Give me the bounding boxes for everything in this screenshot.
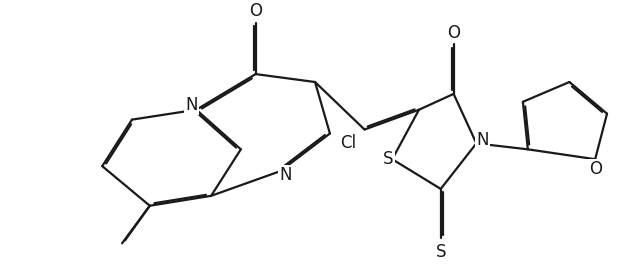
Text: N: N	[185, 96, 198, 114]
Text: N: N	[279, 166, 292, 184]
Text: Cl: Cl	[340, 134, 356, 152]
Text: O: O	[249, 2, 262, 20]
Text: O: O	[589, 160, 602, 178]
Text: O: O	[447, 24, 460, 42]
Text: S: S	[435, 243, 446, 261]
Text: S: S	[383, 150, 394, 168]
Text: N: N	[476, 131, 488, 149]
